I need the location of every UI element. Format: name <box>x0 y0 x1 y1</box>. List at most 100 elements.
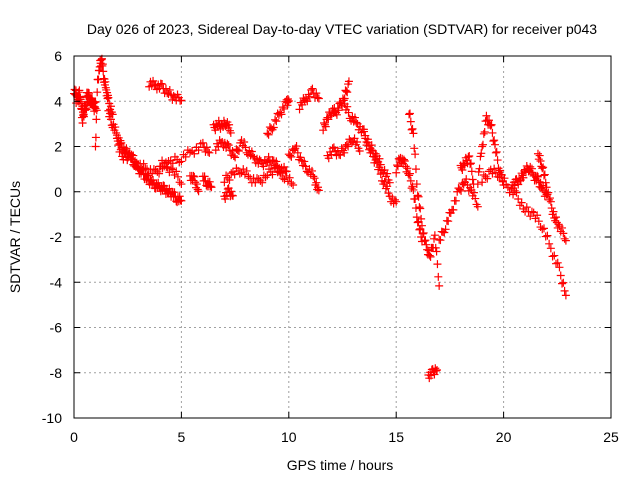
data-point <box>289 180 298 189</box>
data-point <box>380 177 389 186</box>
data-point <box>478 178 487 187</box>
data-point <box>272 117 281 126</box>
data-point <box>493 156 502 165</box>
data-point <box>141 164 150 173</box>
data-point <box>526 212 535 221</box>
data-point <box>112 134 121 143</box>
data-point <box>165 85 174 94</box>
data-point <box>375 154 384 163</box>
series-arc-s <box>340 99 401 208</box>
data-point <box>478 142 487 151</box>
data-point <box>162 162 171 171</box>
data-point <box>148 169 157 178</box>
data-point <box>412 213 421 222</box>
data-point <box>224 141 233 150</box>
data-point <box>226 128 235 137</box>
data-point <box>104 93 113 102</box>
series-arc-v <box>405 109 444 290</box>
data-point <box>549 207 558 216</box>
data-point <box>405 110 414 119</box>
data-point <box>223 139 232 148</box>
data-point <box>417 214 426 223</box>
data-point <box>538 185 547 194</box>
data-point <box>480 128 489 137</box>
series-arc-q <box>319 77 353 135</box>
data-point <box>153 167 162 176</box>
x-tick-label: 25 <box>603 429 619 445</box>
data-point <box>352 118 361 127</box>
data-point <box>514 180 523 189</box>
data-point <box>262 158 271 167</box>
data-point <box>425 251 434 260</box>
data-point <box>149 76 158 85</box>
data-point <box>79 111 88 120</box>
data-point <box>491 168 500 177</box>
data-point <box>536 156 545 165</box>
data-point <box>396 153 405 162</box>
data-point <box>405 169 414 178</box>
data-point <box>417 221 426 230</box>
data-point <box>490 164 499 173</box>
data-point <box>292 142 301 151</box>
data-point <box>413 218 422 227</box>
data-point <box>430 234 439 243</box>
data-point <box>392 197 401 206</box>
data-point <box>229 152 238 161</box>
series-arc-k <box>211 136 291 177</box>
series-arc-w <box>424 364 442 383</box>
data-point <box>416 204 425 213</box>
data-point <box>280 175 289 184</box>
y-tick-label: -4 <box>50 274 63 290</box>
data-point <box>242 166 251 175</box>
data-point <box>79 112 88 121</box>
data-point <box>410 144 419 153</box>
data-point <box>254 175 263 184</box>
data-point <box>449 205 458 214</box>
data-point <box>74 88 83 97</box>
data-point <box>344 142 353 151</box>
data-point <box>488 169 497 178</box>
data-point <box>81 104 90 113</box>
data-point <box>465 152 474 161</box>
data-point <box>168 159 177 168</box>
data-point <box>401 162 410 171</box>
x-tick-label: 0 <box>70 429 78 445</box>
data-point <box>432 247 441 256</box>
data-point <box>173 198 182 207</box>
data-point <box>170 188 179 197</box>
data-point <box>256 176 265 185</box>
data-point <box>479 171 488 180</box>
data-point <box>76 95 85 104</box>
series-arc-ac <box>533 149 570 245</box>
data-point <box>287 179 296 188</box>
data-point <box>433 260 442 269</box>
data-point <box>194 187 203 196</box>
data-point <box>468 175 477 184</box>
data-point <box>156 187 165 196</box>
data-point <box>514 194 523 203</box>
series-arc-ab <box>508 161 551 201</box>
series-arc-aa <box>478 164 570 300</box>
data-point <box>522 203 531 212</box>
data-point <box>75 86 84 95</box>
data-point <box>542 183 551 192</box>
data-point <box>205 148 214 157</box>
data-point <box>225 175 234 184</box>
data-point <box>411 150 420 159</box>
data-point <box>545 239 554 248</box>
axis-ticks: 0 5 10 15 20 25 -10 -8 -6 -4 -2 0 2 4 6 <box>42 48 619 445</box>
data-point <box>143 171 152 180</box>
data-point <box>167 164 176 173</box>
data-point <box>247 147 256 156</box>
data-point <box>334 106 343 115</box>
data-point <box>400 156 409 165</box>
data-point <box>231 153 240 162</box>
data-point <box>347 138 356 147</box>
x-tick-label: 15 <box>388 429 404 445</box>
data-point <box>421 236 430 245</box>
data-point <box>114 141 123 150</box>
data-point <box>172 167 181 176</box>
y-tick-label: -6 <box>50 320 63 336</box>
data-point <box>539 171 548 180</box>
